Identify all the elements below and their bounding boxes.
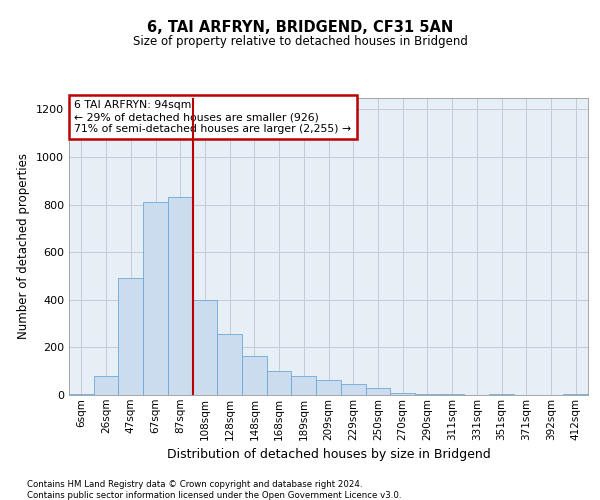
X-axis label: Distribution of detached houses by size in Bridgend: Distribution of detached houses by size … (167, 448, 490, 461)
Bar (193, 300, 217, 395)
Bar (94, 376, 118, 395)
Bar (365, 388, 390, 395)
Bar (267, 371, 292, 395)
Bar (316, 380, 341, 395)
Bar (242, 356, 267, 395)
Bar (390, 392, 415, 395)
Text: Size of property relative to detached houses in Bridgend: Size of property relative to detached ho… (133, 35, 467, 48)
Bar (143, 202, 168, 395)
Bar (118, 278, 143, 395)
Bar (292, 376, 316, 395)
Bar (563, 394, 588, 395)
Y-axis label: Number of detached properties: Number of detached properties (17, 153, 31, 340)
Bar (217, 334, 242, 395)
Bar (489, 394, 514, 395)
Text: 6 TAI ARFRYN: 94sqm
← 29% of detached houses are smaller (926)
71% of semi-detac: 6 TAI ARFRYN: 94sqm ← 29% of detached ho… (74, 100, 352, 134)
Bar (69, 394, 94, 395)
Bar (415, 394, 440, 395)
Text: Contains public sector information licensed under the Open Government Licence v3: Contains public sector information licen… (27, 491, 401, 500)
Bar (440, 394, 464, 395)
Text: Contains HM Land Registry data © Crown copyright and database right 2024.: Contains HM Land Registry data © Crown c… (27, 480, 362, 489)
Bar (341, 384, 365, 395)
Bar (168, 198, 193, 395)
Text: 6, TAI ARFRYN, BRIDGEND, CF31 5AN: 6, TAI ARFRYN, BRIDGEND, CF31 5AN (147, 20, 453, 35)
